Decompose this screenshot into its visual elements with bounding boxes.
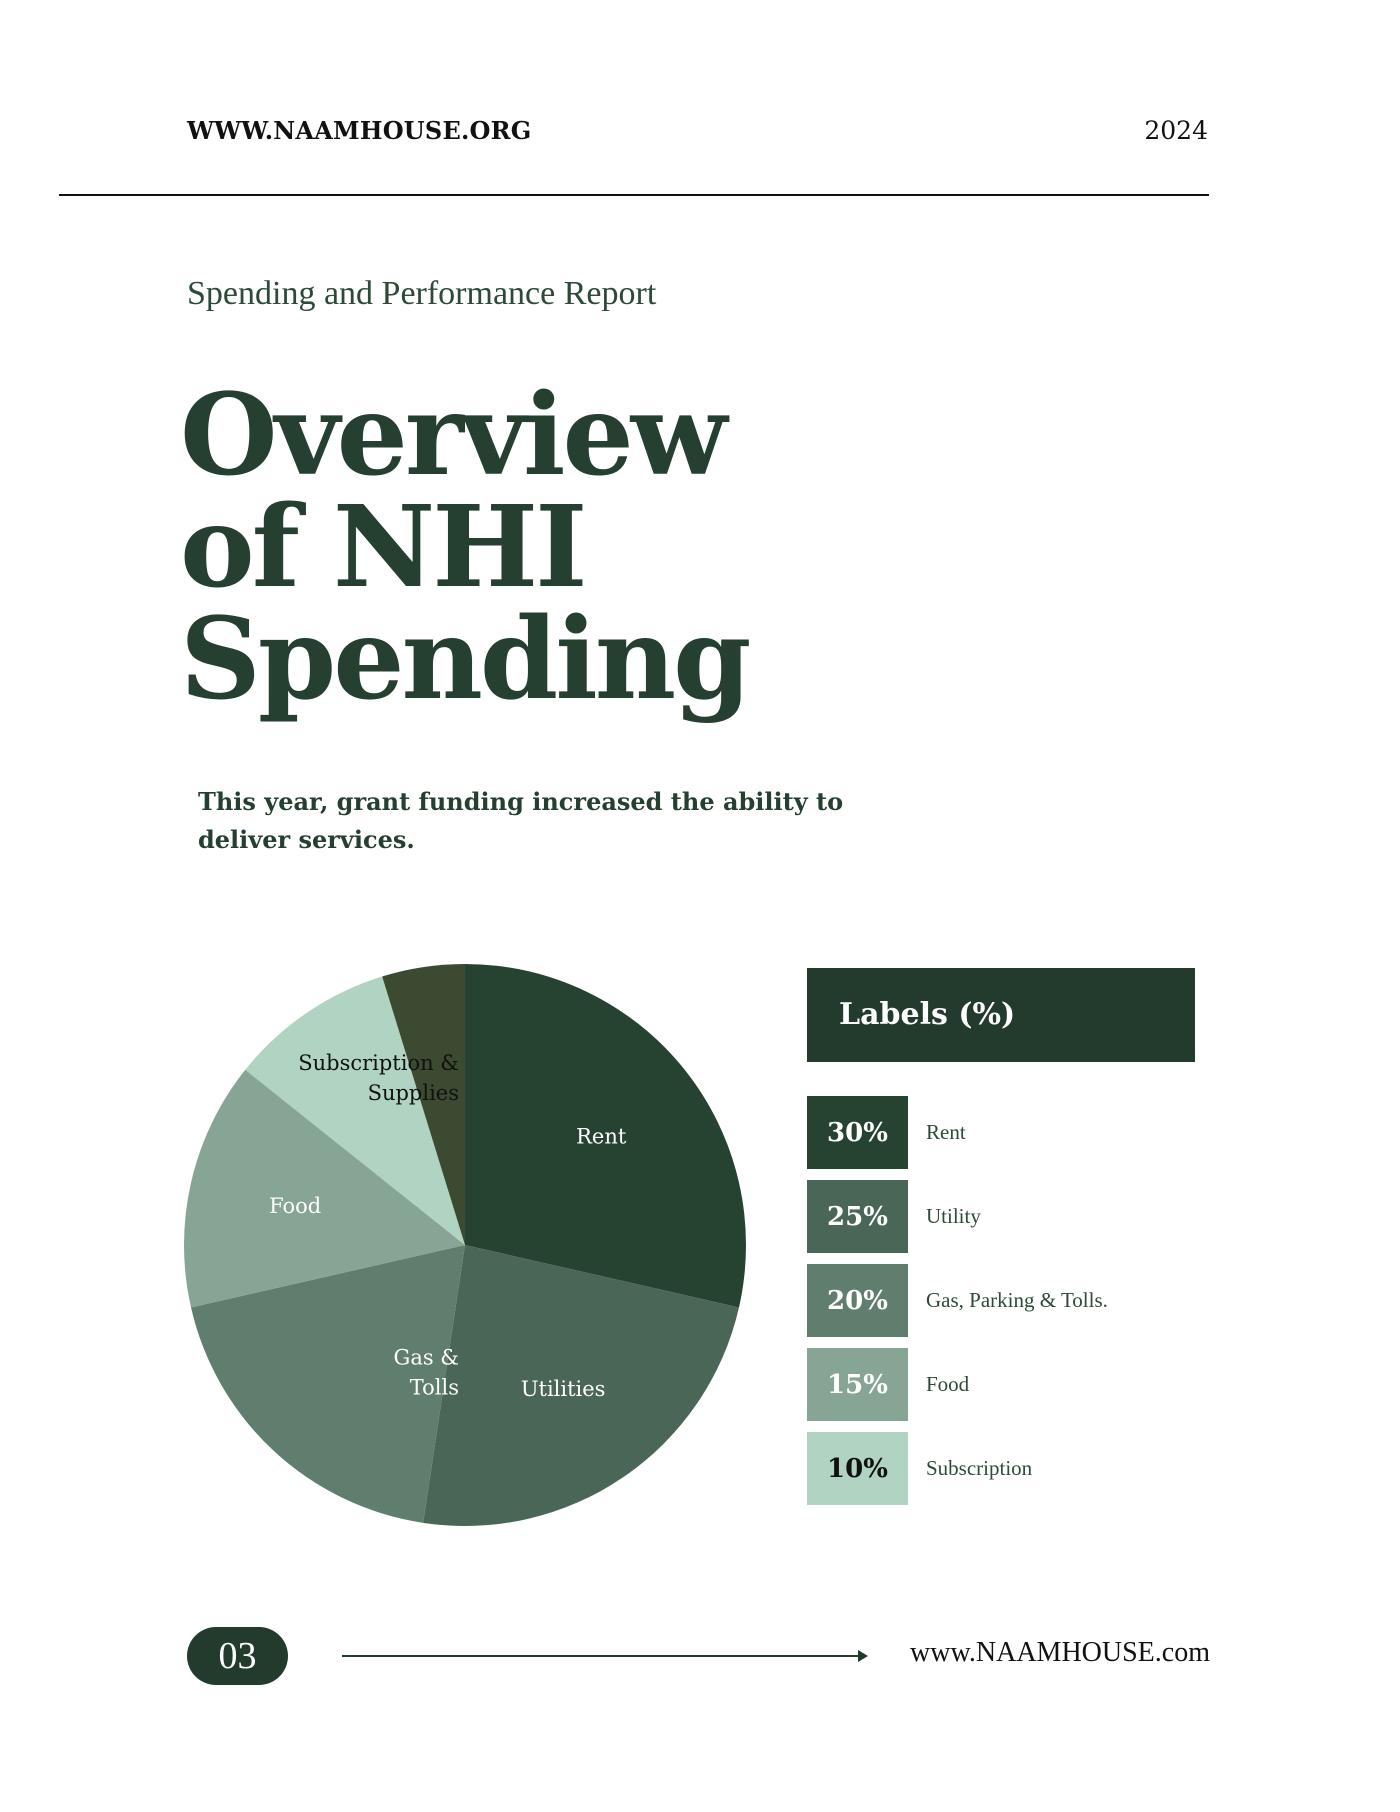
legend-label: Rent (926, 1120, 966, 1144)
legend-swatch: 25% (807, 1180, 908, 1253)
title-line-1: Overview (180, 370, 727, 501)
legend-swatch: 20% (807, 1264, 908, 1337)
pie-slice-label: Gas & Tolls (394, 1346, 459, 1400)
header-year: 2024 (1144, 116, 1208, 145)
report-subtitle: Spending and Performance Report (187, 275, 657, 312)
legend-label: Gas, Parking & Tolls. (926, 1288, 1108, 1312)
footer-site-link[interactable]: www.NAAMHOUSE.com (910, 1637, 1210, 1668)
legend-item-utility: 25% Utility (807, 1180, 1227, 1253)
page-number-badge: 03 (187, 1627, 288, 1685)
legend-title: Labels (%) (807, 968, 1195, 1062)
intro-text: This year, grant funding increased the a… (198, 787, 844, 854)
header-divider (59, 194, 1209, 196)
pie-slice-label: Food (269, 1194, 321, 1218)
pie-slice-label: Rent (576, 1124, 627, 1148)
legend-label: Utility (926, 1204, 981, 1228)
title-line-3: Spending (180, 594, 751, 725)
legend-label: Subscription (926, 1456, 1033, 1480)
pie-slice (245, 976, 465, 1245)
legend-swatch: 15% (807, 1348, 908, 1421)
arrow-right-icon (858, 1650, 868, 1662)
legend-item-subscription: 10% Subscription (807, 1432, 1227, 1505)
pie-slice (382, 964, 465, 1245)
footer-arrow-line (342, 1655, 862, 1657)
pie-slice (191, 1245, 465, 1523)
page-title: Overview of NHI Spending (180, 380, 880, 716)
header-site-link[interactable]: WWW.NAAMHOUSE.ORG (187, 116, 532, 145)
legend-swatch: 30% (807, 1096, 908, 1169)
pie-slice-label: Utilities (521, 1377, 606, 1401)
legend-item-rent: 30% Rent (807, 1096, 1227, 1169)
legend-item-food: 15% Food (807, 1348, 1227, 1421)
pie-slice (465, 964, 747, 1308)
pie-slice (423, 1245, 739, 1526)
legend-swatch: 10% (807, 1432, 908, 1505)
spending-pie-chart: Rent Utilities Gas & Tolls Food Subscription … (183, 964, 747, 1526)
pie-slice (183, 1069, 465, 1308)
legend-label: Food (926, 1372, 970, 1396)
title-line-2: of NHI (180, 482, 587, 613)
legend-item-gas: 20% Gas, Parking & Tolls. (807, 1264, 1227, 1337)
pie-slice-label: Subscription & Supplies (298, 1051, 459, 1105)
